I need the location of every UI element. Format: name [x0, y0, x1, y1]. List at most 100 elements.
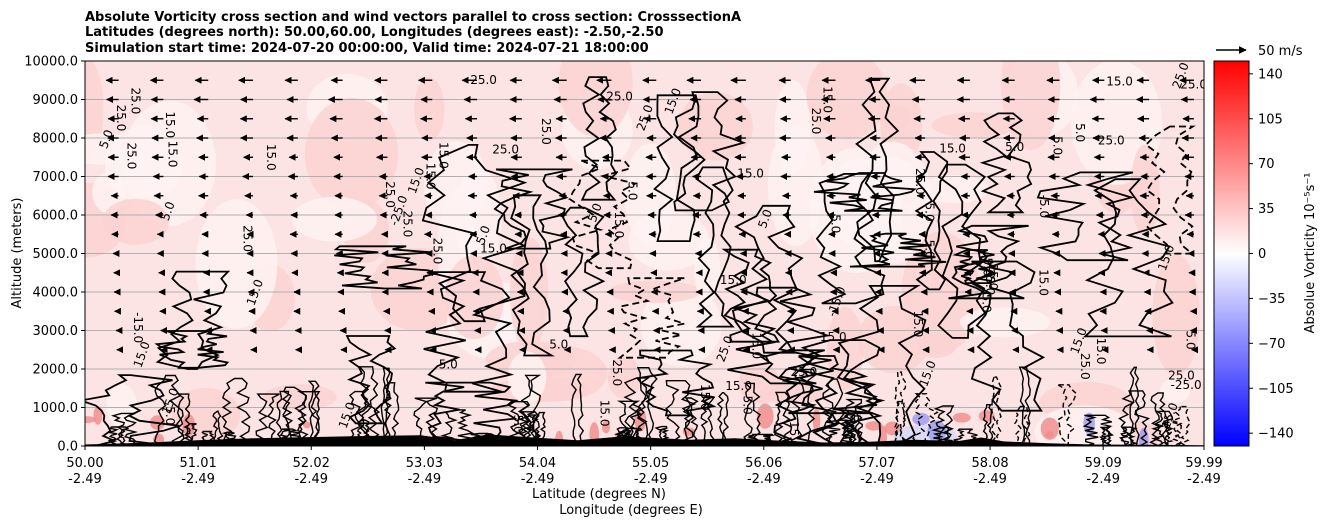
vorticity-patch: [85, 133, 143, 165]
x-tick-label-lat: 53.03: [406, 456, 443, 471]
x-tick-label-lat: 56.06: [745, 456, 782, 471]
contour-line: [653, 94, 700, 242]
surface-contour: [1118, 390, 1151, 446]
contour-label: -15.0: [131, 312, 145, 343]
y-tick-label: 9000.0: [33, 93, 79, 108]
contour-line: [937, 163, 987, 339]
y-tick-label: 6000.0: [33, 209, 79, 224]
vorticity-patch: [558, 61, 633, 137]
contour-label: 15.0: [612, 212, 626, 239]
contour-line: [695, 166, 735, 328]
surface-contour: [894, 371, 907, 446]
surface-contour: [1014, 405, 1031, 446]
contour-line: [952, 249, 998, 284]
contour-line: [979, 112, 1033, 214]
vorticity-patch: [677, 92, 753, 161]
surface-contour: [636, 367, 658, 446]
contour-line: [815, 173, 886, 305]
positive-vorticity-spot: [93, 405, 103, 425]
contour-label: 5.0: [439, 358, 458, 372]
contour-label: 5.0: [1073, 123, 1087, 142]
surface-contour: [221, 377, 251, 446]
contour-label: 25.0: [128, 88, 142, 115]
surface-contour: [296, 391, 321, 446]
x-tick-label-lat: 52.02: [293, 456, 330, 471]
surface-contour: [519, 374, 542, 446]
colorbar-tick-label: −70: [1258, 337, 1285, 352]
vorticity-patch: [768, 125, 824, 247]
y-axis: 0.0 1000.0 2000.0 3000.0 4000.0 5000.0 6000.0 7…: [24, 55, 85, 455]
contour-label: 25.0: [1098, 134, 1125, 148]
surface-contour: [991, 376, 1002, 446]
contour-line: [345, 335, 397, 425]
quiver-key: 50 m/s: [1216, 44, 1303, 59]
x-tick-label-lat: 58.08: [971, 456, 1008, 471]
x-tick-label-lon: -2.49: [747, 472, 781, 487]
negative-contour: [617, 277, 685, 359]
surface-contour: [613, 430, 633, 446]
y-tick-label: 8000.0: [33, 132, 79, 147]
surface-contour: [700, 396, 716, 446]
vorticity-patch: [423, 141, 488, 228]
contour-label: 25.0: [610, 359, 624, 386]
x-tick-label-lat: 51.01: [180, 456, 217, 471]
x-axis-label-latitude: Latitude (degrees N): [532, 487, 666, 502]
surface-contour: [255, 393, 280, 446]
x-axis: 50.00-2.4951.01-2.4952.02-2.4953.03-2.49…: [66, 446, 1223, 487]
contour-line: [154, 330, 230, 369]
surface-contour: [931, 426, 953, 446]
contour-line: [510, 194, 555, 357]
contour-line: [721, 248, 781, 343]
contour-label: 15.0: [165, 141, 179, 168]
x-tick-label-lon: -2.49: [408, 472, 442, 487]
vorticity-patch: [509, 237, 549, 351]
contour-label: 15.0: [1036, 269, 1050, 296]
surface-contour: [716, 392, 730, 446]
vorticity-patch: [102, 198, 170, 245]
contour-label: 25.0: [606, 90, 633, 104]
surface-contour: [821, 378, 847, 446]
x-tick-label-lon: -2.49: [68, 472, 102, 487]
contour-label: 25.0: [791, 365, 818, 379]
colorbar-tick-label: −105: [1258, 382, 1294, 397]
x-tick-label-lon: -2.49: [973, 472, 1007, 487]
contour-line: [914, 151, 949, 291]
colorbar-ticks: 140 105 70 35 0 −35 −70 −105 −140: [1249, 67, 1294, 442]
surface-contour: [110, 412, 139, 446]
contour-label: 25.0: [809, 108, 823, 135]
chart-title-line-2: Latitudes (degrees north): 50.00,60.00, …: [85, 25, 664, 40]
y-tick-label: 0.0: [57, 440, 78, 455]
contour-label: 5.0: [96, 128, 116, 151]
contour-label: 25.0: [125, 143, 139, 170]
contour-label: 5.0: [585, 201, 605, 224]
colorbar-gradient: [1213, 60, 1250, 447]
positive-vorticity-spot: [865, 421, 883, 431]
x-tick-label-lon: -2.49: [860, 472, 894, 487]
vorticity-patch: [122, 100, 216, 226]
contour-label: 15.0: [749, 332, 763, 359]
surface-contour: [107, 426, 130, 446]
contour-line: [855, 77, 900, 263]
contour-label: 5.0: [923, 240, 937, 259]
contour-label: 25.0: [383, 181, 397, 208]
contour-line: [1036, 171, 1135, 262]
contour-label: 15.0: [597, 400, 611, 427]
x-tick-label-lat: 50.00: [66, 456, 103, 471]
surface-contour: [517, 411, 540, 446]
vorticity-patch: [1130, 144, 1160, 236]
contour-label: 25.0: [986, 264, 1000, 291]
contour-label: 15.0: [480, 242, 507, 256]
surface-contour: [953, 428, 978, 446]
x-axis-label-longitude: Longitude (degrees E): [559, 503, 703, 518]
positive-vorticity-spot: [303, 421, 311, 429]
colorbar-tick-label: −140: [1258, 427, 1294, 442]
contour-label: 25.0: [913, 168, 927, 195]
surface-contour: [894, 400, 907, 446]
contour-label: 5.0: [1005, 140, 1024, 154]
positive-vorticity-spot: [1040, 417, 1059, 440]
contour-line: [759, 349, 839, 446]
contour-label: 5.0: [163, 406, 177, 425]
contour-label: 15.0: [1094, 338, 1108, 365]
y-tick-label: 4000.0: [33, 286, 79, 301]
contour-line: [727, 286, 831, 385]
